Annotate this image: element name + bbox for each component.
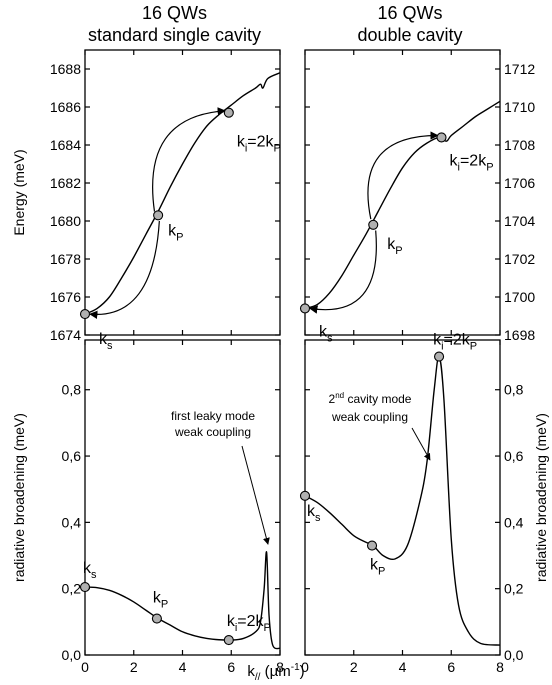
panel-frame (84, 49, 281, 336)
y-tick-label: 1688 (50, 61, 81, 77)
series-line (304, 355, 501, 646)
data-point (434, 351, 445, 362)
data-point (153, 210, 164, 221)
title-left: 16 QWs standard single cavity (52, 2, 297, 46)
y-tick-label: 0,8 (62, 382, 82, 398)
y-axis-label: Energy (meV) (11, 149, 27, 235)
data-point (223, 107, 234, 118)
annotation: weak coupling (174, 425, 251, 439)
data-point (79, 309, 91, 320)
y-tick-label: 1702 (504, 251, 535, 267)
y-tick-label: 0,6 (62, 448, 82, 464)
panel-bottom-left: 0,0 0,2 0,4 0,6 0,8 0 2 4 6 8 radiative broadening… (11, 339, 284, 675)
panel-frame (304, 339, 501, 656)
y-tick-label: 1686 (50, 99, 81, 115)
scattering-arrow (309, 230, 377, 314)
y-tick-label: 0,2 (62, 581, 82, 597)
x-axis-label: k// (µm-1) (247, 662, 304, 683)
point-label: ki=2kP (227, 613, 271, 634)
point-label: ks (99, 331, 113, 352)
annotation: first leaky mode (171, 409, 255, 423)
panel-top-left: 1674 1676 1678 1680 1682 1684 1686 1688 Energy (… (11, 49, 281, 352)
point-label: ks (307, 503, 321, 524)
y-tick-label: 1678 (50, 251, 81, 267)
panel-top-right: 1698 1700 1702 1704 1706 1708 1710 1712 ks kP ki=2… (299, 49, 535, 344)
title-right: 16 QWs double cavity (330, 2, 490, 46)
scattering-arrow (89, 220, 160, 319)
point-label: kP (370, 557, 385, 578)
point-label: kP (153, 590, 168, 611)
data-point (368, 219, 379, 230)
y-tick-label: 1706 (504, 175, 535, 191)
y-tick-label: 0,0 (62, 647, 82, 663)
annotation-arrow (411, 427, 431, 461)
point-label: kP (387, 236, 402, 257)
scattering-arrow (152, 107, 226, 212)
point-label: ks (83, 560, 97, 581)
y-axis-label: radiative broadening (meV) (533, 413, 549, 582)
point-label: ki=2kP (237, 134, 281, 155)
data-point (366, 540, 378, 551)
x-tick-label: 2 (350, 659, 358, 675)
scattering-arrow (367, 131, 439, 220)
title-right-line1: 16 QWs (377, 3, 443, 23)
x-tick-label: 0 (301, 659, 309, 675)
y-tick-label: 1684 (50, 137, 81, 153)
data-point (299, 490, 311, 501)
y-tick-label: 0,4 (62, 514, 82, 530)
x-tick-label: 4 (179, 659, 187, 675)
y-tick-label: 1712 (504, 61, 535, 77)
series-line (304, 100, 501, 310)
y-tick-label: 1700 (504, 289, 535, 305)
y-tick-label: 0,0 (504, 647, 524, 663)
x-tick-label: 6 (227, 659, 235, 675)
title-right-line2: double cavity (357, 25, 463, 45)
x-tick-label: 8 (496, 659, 504, 675)
y-tick-label: 1708 (504, 137, 535, 153)
y-tick-label: 1710 (504, 99, 535, 115)
y-tick-label: 0,2 (504, 581, 524, 597)
data-point (299, 303, 311, 314)
y-tick-label: 1674 (50, 327, 81, 343)
x-tick-label: 0 (81, 659, 89, 675)
annotation: weak coupling (331, 410, 408, 424)
y-tick-label: 1680 (50, 213, 81, 229)
data-point (436, 132, 447, 143)
y-axis-label: radiative broadening (meV) (11, 413, 27, 582)
point-label: ki=2kP (450, 152, 494, 173)
data-point (151, 613, 162, 624)
x-tick-label: 4 (399, 659, 407, 675)
annotation: 2nd cavity mode (329, 391, 412, 406)
panel-frame (84, 339, 281, 656)
panel-bottom-right: 0,0 0,2 0,4 0,6 0,8 0 2 4 6 8 radiative broadening… (299, 332, 549, 675)
point-label: kP (168, 222, 183, 243)
y-tick-label: 1698 (504, 327, 535, 343)
x-tick-label: 2 (130, 659, 138, 675)
x-tick-label: 8 (276, 659, 284, 675)
title-left-line2: standard single cavity (87, 25, 262, 45)
annotation-arrow (241, 445, 270, 545)
data-point (79, 581, 91, 593)
y-tick-label: 1676 (50, 289, 81, 305)
point-label: ki=2kP (433, 332, 477, 353)
panel-frame (304, 49, 501, 336)
title-left-line1: 16 QWs (141, 3, 207, 23)
y-tick-label: 1682 (50, 175, 81, 191)
y-tick-label: 0,8 (504, 382, 524, 398)
data-point (223, 635, 234, 646)
x-tick-label: 6 (447, 659, 455, 675)
y-tick-label: 0,6 (504, 448, 524, 464)
y-tick-label: 0,4 (504, 514, 524, 530)
series-line (84, 551, 281, 650)
y-tick-label: 1704 (504, 213, 535, 229)
series-line (84, 72, 281, 315)
point-label: ks (319, 323, 333, 344)
